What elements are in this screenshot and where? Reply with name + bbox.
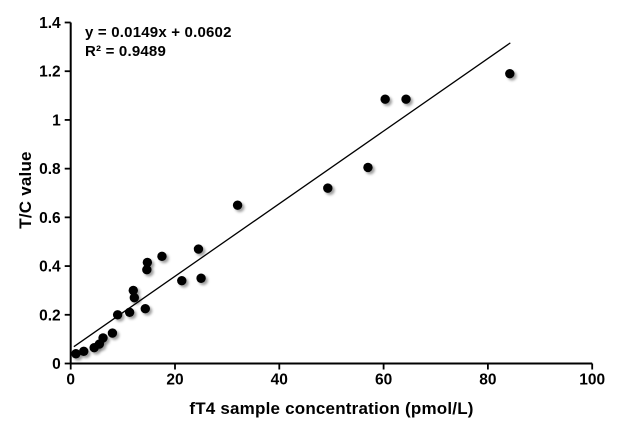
y-tick-label: 0.8 [39,161,61,178]
y-tick-label: 1 [52,112,61,129]
scatter-point [232,200,243,210]
scatter-point [142,257,153,268]
scatter-point [363,162,373,173]
scatter-point [71,349,81,359]
x-tick-label: 100 [579,372,605,389]
x-axis-title: fT4 sample concentration (pmol/L) [189,399,474,418]
y-tick-label: 0.6 [39,210,61,227]
scatter-point [142,265,152,275]
scatter-point [128,285,138,296]
y-tick-label: 1.4 [39,15,61,32]
y-tick-label: 0.2 [39,307,61,324]
trendline [73,42,511,348]
scatter-point [401,94,411,104]
equation-label: y = 0.0149x + 0.0602 [85,24,232,41]
scatter-point [196,273,206,283]
scatter-point [112,310,123,320]
y-tick-label: 1.2 [39,64,61,81]
scatter-point [177,275,187,286]
trendline-annotation: y = 0.0149x + 0.0602 R² = 0.9489 [85,23,232,61]
y-axis-title: T/C value [16,151,35,229]
scatter-point [157,251,167,262]
scatter-point [140,303,150,314]
y-tick-label: 0 [52,356,61,373]
r-squared-label: R² = 0.9489 [85,43,167,60]
scatter-point [124,307,135,318]
y-tick-label: 0.4 [39,259,61,276]
scatter-point [129,293,140,303]
x-tick-label: 80 [479,372,496,389]
x-tick-label: 0 [66,372,75,389]
scatter-point [79,346,89,357]
x-tick-label: 20 [166,372,183,389]
scatter-point [380,94,390,104]
x-tick-label: 40 [271,372,288,389]
scatter-point [107,328,118,338]
scatter-point [505,68,515,79]
x-tick-label: 60 [375,372,392,389]
scatter-point [98,333,108,343]
scatter-point [323,183,333,193]
scatter-point [193,244,204,254]
